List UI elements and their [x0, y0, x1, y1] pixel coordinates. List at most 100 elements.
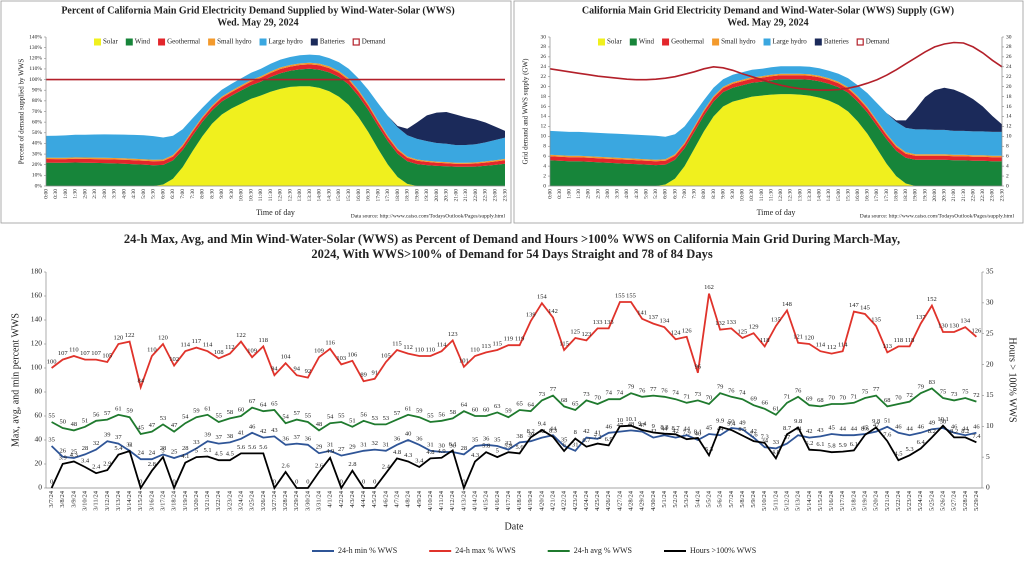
data-label: 125 [738, 328, 748, 335]
x-tick-label: 6:00 [160, 189, 166, 199]
demand-line [549, 41, 1003, 91]
y-tick-label: 80 [35, 387, 43, 396]
data-label: 100 [47, 358, 57, 365]
data-label: 96 [695, 363, 702, 370]
data-label: 122 [125, 332, 135, 339]
data-label: 8.1 [694, 428, 702, 435]
legend-label: Geothermal [167, 38, 200, 46]
data-label: 35 [561, 436, 568, 443]
data-label: 92 [305, 368, 312, 375]
y-tick-label: 130% [29, 45, 42, 51]
y-tick-label: 100 [31, 363, 43, 372]
x-tick-label: 4/8/24 [405, 490, 412, 507]
data-label: 116 [325, 339, 335, 346]
x-tick-label: 18:00 [395, 189, 401, 202]
data-label: 3.9 [59, 454, 67, 461]
data-label: 84 [137, 378, 144, 385]
legend-swatch [259, 38, 267, 46]
data-label: 112 [403, 344, 413, 351]
x-tick-label: 16:30 [366, 189, 372, 202]
data-label: 35 [494, 436, 501, 443]
data-label: 162 [704, 284, 714, 291]
data-label: 55 [215, 412, 222, 419]
x-tick-label: 10:30 [248, 189, 254, 202]
data-label: 118 [259, 337, 269, 344]
data-label: 8.2 [961, 428, 969, 435]
data-label: 59 [126, 408, 133, 415]
x-tick-label: 22:30 [980, 189, 986, 202]
x-tick-label: 5/1/24 [661, 490, 668, 507]
x-tick-label: 13:30 [807, 189, 813, 202]
x-tick-label: 5/8/24 [739, 490, 746, 507]
data-label: 145 [860, 304, 870, 311]
x-tick-label: 23:00 [990, 189, 996, 202]
x-tick-label: 3/16/24 [148, 490, 155, 511]
data-label: 60 [238, 406, 245, 413]
x-tick-label: 3/22/24 [215, 490, 222, 511]
x-tick-label: 8:30 [209, 189, 215, 199]
legend-label: 24-h avg % WWS [574, 546, 632, 555]
data-label: 47 [639, 422, 646, 429]
x-tick-label: 14:30 [326, 189, 332, 202]
y2-tick-label: 8 [1006, 144, 1009, 150]
x-tick-label: 4/9/24 [416, 490, 423, 507]
y-axis-label: Max, avg, and min percent WWS [10, 313, 21, 447]
data-label: 48 [316, 421, 323, 428]
legend-swatch [814, 38, 822, 46]
data-label: 57 [293, 410, 300, 417]
data-label: 74 [739, 390, 746, 397]
x-tick-label: 5/24/24 [917, 490, 924, 511]
data-label: 45 [828, 424, 835, 431]
x-tick-label: 5:00 [643, 189, 649, 199]
y-tick-label: 140 [31, 315, 43, 324]
data-label: 8 [574, 429, 577, 436]
data-label: 115 [392, 340, 402, 347]
data-label: 103 [336, 355, 346, 362]
data-label: 75 [962, 388, 969, 395]
y2-tick-label: 20 [1006, 84, 1012, 90]
data-label: 5 [496, 448, 499, 455]
data-label: 3.4 [415, 458, 424, 465]
legend-label: Batteries [320, 38, 345, 46]
data-label: 42 [672, 428, 679, 435]
data-label: 48 [71, 421, 78, 428]
data-label: 34 [761, 438, 768, 445]
data-label: 36 [483, 435, 490, 442]
panel-frame [0, 0, 512, 224]
data-label: 67 [249, 398, 256, 405]
data-label: 72 [973, 392, 980, 399]
data-label: 134 [960, 318, 971, 325]
data-label: 8.6 [861, 425, 870, 432]
legend-label: Large hydro [269, 38, 304, 46]
data-label: 2.6 [282, 462, 291, 469]
data-label: 54 [327, 414, 334, 421]
data-label: 4.5 [215, 451, 223, 458]
data-label: 32 [93, 440, 100, 447]
data-label: 51 [82, 417, 89, 424]
data-label: 66 [761, 399, 768, 406]
data-label: 24 [137, 450, 144, 457]
series-line [50, 424, 977, 491]
y2-tick-label: 6 [1006, 153, 1009, 159]
data-label: 74 [672, 390, 679, 397]
data-label: 7.2 [594, 434, 602, 441]
y-tick-label: 12 [541, 124, 547, 130]
data-label: 6.7 [582, 437, 591, 444]
x-tick-label: 4/6/24 [382, 490, 389, 507]
legend-swatch [125, 38, 133, 46]
x-tick-label: 3/21/24 [204, 490, 211, 511]
data-label: 5 [161, 448, 164, 455]
data-label: 110 [147, 346, 157, 353]
x-tick-label: 3/9/24 [70, 490, 77, 507]
data-label: 2.4 [92, 464, 101, 471]
data-label: 38 [516, 433, 523, 440]
x-tick-label: 3:30 [112, 189, 118, 199]
x-tick-label: 17:30 [884, 189, 890, 202]
data-label: 2.9 [103, 461, 111, 468]
data-label: 70 [895, 394, 902, 401]
x-tick-label: 4/10/24 [427, 490, 434, 511]
data-label: 0 [273, 478, 276, 485]
x-tick-label: 3/14/24 [126, 490, 133, 511]
data-label: 5.4 [114, 445, 123, 452]
data-label: 30 [449, 442, 456, 449]
